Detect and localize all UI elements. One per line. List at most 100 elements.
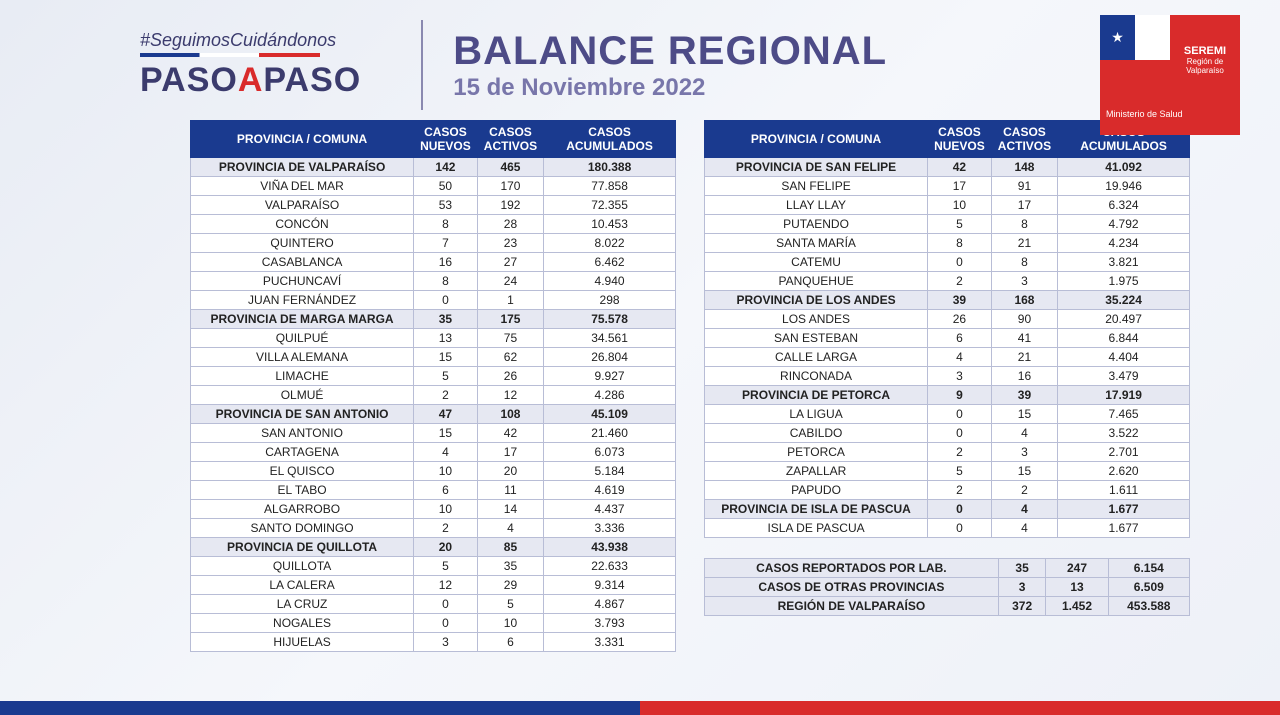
cell: 26 [477,367,543,386]
cell: 2 [414,519,478,538]
province-row: CASOS DE OTRAS PROVINCIAS3136.509 [705,578,1190,597]
comuna-row: NOGALES0103.793 [191,614,676,633]
cell: PROVINCIA DE SAN ANTONIO [191,405,414,424]
cell: 6.509 [1108,578,1189,597]
province-row: PROVINCIA DE MARGA MARGA3517575.578 [191,310,676,329]
cell: 39 [991,386,1057,405]
cell: 19.946 [1058,177,1190,196]
cell: 72.355 [544,196,676,215]
cell: 9 [928,386,992,405]
cell: CONCÓN [191,215,414,234]
comuna-row: LA CALERA12299.314 [191,576,676,595]
comuna-row: JUAN FERNÁNDEZ01298 [191,291,676,310]
cell: 23 [477,234,543,253]
cell: 13 [414,329,478,348]
cell: ALGARROBO [191,500,414,519]
cell: HIJUELAS [191,633,414,652]
cell: 35.224 [1058,291,1190,310]
province-row: CASOS REPORTADOS POR LAB.352476.154 [705,559,1190,578]
cell: 1.611 [1058,481,1190,500]
comuna-row: CABILDO043.522 [705,424,1190,443]
cell: 29 [477,576,543,595]
tables-container: PROVINCIA / COMUNACASOSNUEVOSCASOSACTIVO… [0,120,1280,652]
comuna-row: RINCONADA3163.479 [705,367,1190,386]
cell: 75 [477,329,543,348]
cell: 15 [414,424,478,443]
title-block: BALANCE REGIONAL 15 de Noviembre 2022 [453,29,887,102]
seremi-label: SEREMI Región de Valparaíso [1170,15,1240,105]
cell: PROVINCIA DE QUILLOTA [191,538,414,557]
cell: 20 [477,462,543,481]
cell: EL TABO [191,481,414,500]
cell: 0 [414,614,478,633]
comuna-row: HIJUELAS363.331 [191,633,676,652]
cell: PUCHUNCAVÍ [191,272,414,291]
cell: 21.460 [544,424,676,443]
comuna-row: EL QUISCO10205.184 [191,462,676,481]
hashtag: #SeguimosCuidándonos [140,30,361,51]
cell: 10 [477,614,543,633]
cell: 22.633 [544,557,676,576]
cell: 11 [477,481,543,500]
comuna-row: QUINTERO7238.022 [191,234,676,253]
cell: 27 [477,253,543,272]
cell: 26.804 [544,348,676,367]
cell: CASABLANCA [191,253,414,272]
province-row: PROVINCIA DE SAN FELIPE4214841.092 [705,158,1190,177]
cell: ZAPALLAR [705,462,928,481]
cell: 247 [1046,559,1108,578]
cell: 7 [414,234,478,253]
cell: 5 [414,557,478,576]
cell: QUILPUÉ [191,329,414,348]
cell: PETORCA [705,443,928,462]
cell: SANTO DOMINGO [191,519,414,538]
cell: 1 [477,291,543,310]
cell: 4.619 [544,481,676,500]
cell: 175 [477,310,543,329]
cell: 6.154 [1108,559,1189,578]
col-header: CASOSACTIVOS [991,121,1057,158]
cell: 85 [477,538,543,557]
comuna-row: QUILLOTA53522.633 [191,557,676,576]
cell: LIMACHE [191,367,414,386]
right-table: PROVINCIA / COMUNACASOSNUEVOSCASOSACTIVO… [704,120,1190,538]
cell: EL QUISCO [191,462,414,481]
cell: SAN ANTONIO [191,424,414,443]
comuna-row: SAN ESTEBAN6416.844 [705,329,1190,348]
paso-text: PASOAPASO [140,61,361,100]
cell: 4 [991,424,1057,443]
cell: LOS ANDES [705,310,928,329]
cell: 28 [477,215,543,234]
cell: 8 [414,215,478,234]
cell: 7.465 [1058,405,1190,424]
cell: LLAY LLAY [705,196,928,215]
province-row: PROVINCIA DE PETORCA93917.919 [705,386,1190,405]
cell: 6.462 [544,253,676,272]
cell: 298 [544,291,676,310]
cell: 3.479 [1058,367,1190,386]
cell: 6.073 [544,443,676,462]
cell: 3 [998,578,1046,597]
cell: 192 [477,196,543,215]
seremi-logo: ★ SEREMI Región de Valparaíso Ministerio… [1100,15,1240,135]
cell: 2 [928,443,992,462]
comuna-row: LA LIGUA0157.465 [705,405,1190,424]
cell: LA LIGUA [705,405,928,424]
cell: 35 [477,557,543,576]
cell: 1.452 [1046,597,1108,616]
cell: 8 [414,272,478,291]
cell: 42 [477,424,543,443]
comuna-row: PAPUDO221.611 [705,481,1190,500]
cell: 4 [477,519,543,538]
comuna-row: QUILPUÉ137534.561 [191,329,676,348]
cell: 24 [477,272,543,291]
footer-stripe [0,701,1280,715]
cell: PROVINCIA DE LOS ANDES [705,291,928,310]
cell: 2 [414,386,478,405]
cell: CARTAGENA [191,443,414,462]
province-row: REGIÓN DE VALPARAÍSO3721.452453.588 [705,597,1190,616]
cell: 108 [477,405,543,424]
left-column: PROVINCIA / COMUNACASOSNUEVOSCASOSACTIVO… [190,120,676,652]
cell: 372 [998,597,1046,616]
cell: 9.927 [544,367,676,386]
